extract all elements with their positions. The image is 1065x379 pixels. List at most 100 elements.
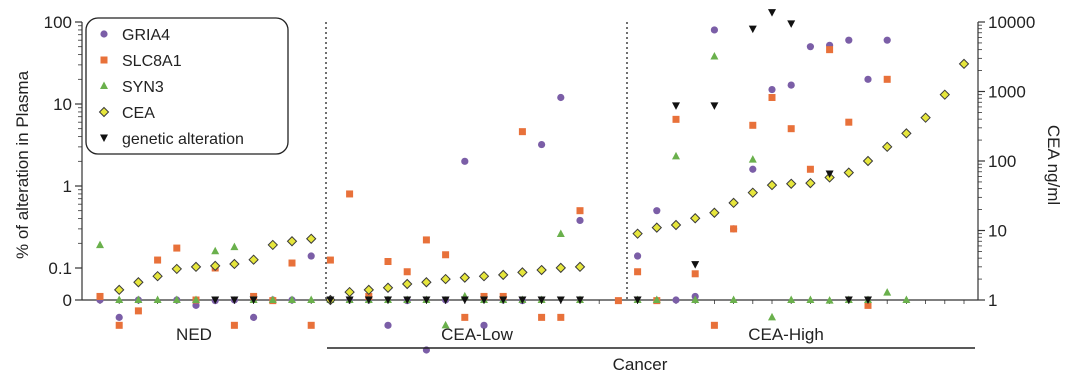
cea-point <box>747 187 759 198</box>
genetic-alteration-point <box>345 296 354 304</box>
genetic-alteration-point <box>249 296 258 304</box>
slc8a1-point <box>576 207 584 215</box>
plot-grid <box>325 22 628 300</box>
genetic-alteration-point <box>326 296 335 304</box>
cea-point <box>901 128 912 139</box>
slc8a1-point <box>864 301 872 309</box>
syn3-point <box>556 229 565 237</box>
left-axis-ticks: 0 0.1 1 10 100 <box>44 13 82 310</box>
syn3-point <box>134 295 143 303</box>
slc8a1-point <box>883 75 891 83</box>
genetic-alteration-point <box>422 296 431 304</box>
syn3-point <box>96 240 104 249</box>
slc8a1-point <box>768 94 776 102</box>
cea-point <box>382 282 394 293</box>
legend-box <box>85 17 289 155</box>
syn3-point <box>672 151 680 160</box>
cea-point <box>958 58 970 70</box>
cea-point <box>171 263 183 275</box>
y-left-tick-label: 0.1 <box>48 259 72 278</box>
slc8a1-point <box>115 321 123 329</box>
genetic-alteration-point <box>480 296 488 304</box>
cea-point <box>843 167 855 178</box>
gria4-point <box>653 207 661 215</box>
genetic-alteration-point <box>518 296 527 304</box>
cea-point <box>651 222 663 233</box>
cea-point <box>229 258 240 270</box>
genetic-alteration-point <box>825 170 834 179</box>
syn3-point <box>729 295 738 303</box>
gria4-point <box>864 75 872 83</box>
slc8a1-point <box>518 128 526 136</box>
slc8a1-point <box>288 259 296 267</box>
legend-label-gria4: GRIA4 <box>122 27 170 44</box>
syn3-point <box>691 295 700 303</box>
genetic-alteration-point <box>537 296 546 304</box>
slc8a1-point <box>346 190 354 198</box>
syn3-point <box>172 295 181 303</box>
slc8a1-point <box>307 321 315 329</box>
y-axis-right-label: CEA ng/ml <box>1044 125 1063 205</box>
cea-point <box>709 207 720 218</box>
slc8a1-point <box>326 256 334 264</box>
genetic-alteration-point <box>441 296 450 304</box>
slc8a1-point <box>230 321 238 329</box>
gria4-point <box>768 85 776 94</box>
slc8a1-point <box>96 292 104 300</box>
legend-marker-gria4 <box>100 30 108 38</box>
slc8a1-point <box>538 313 546 321</box>
syn3-point <box>192 295 200 303</box>
syn3-point <box>153 295 162 303</box>
slc8a1-point <box>557 313 565 321</box>
genetic-alteration-point <box>768 9 776 17</box>
cea-point <box>632 228 643 239</box>
syn3-point <box>211 246 220 255</box>
cea-point <box>478 270 490 282</box>
y-right-tick-label: 10000 <box>988 13 1035 32</box>
legend: GRIA4 SLC8A1 SYN3 CEA genetic alteration <box>85 17 289 155</box>
genetic-alteration-point <box>710 102 719 110</box>
legend-marker-genetic-alteration <box>100 134 108 142</box>
group-label-cea-low: CEA-Low <box>441 325 514 344</box>
group-label-cea-high: CEA-High <box>748 325 824 344</box>
syn3-point <box>768 312 776 321</box>
y-right-tick-label: 10 <box>988 222 1007 241</box>
gria4-point <box>710 26 719 34</box>
cea-point <box>574 261 586 273</box>
cea-point <box>862 155 874 167</box>
cea-point <box>363 284 375 296</box>
slc8a1-point <box>154 256 162 264</box>
legend-marker-syn3 <box>100 81 108 89</box>
gria4-point <box>461 157 469 165</box>
cea-point <box>939 89 951 100</box>
y-left-tick-label: 10 <box>53 95 72 114</box>
genetic-alteration-point <box>787 20 796 28</box>
cea-point <box>190 261 202 273</box>
legend-marker-slc8a1 <box>100 56 108 64</box>
syn3-point <box>268 295 277 303</box>
cea-point <box>286 236 298 247</box>
genetic-alteration-point <box>211 296 220 304</box>
genetic-alteration-point <box>672 102 680 110</box>
syn3-point <box>115 295 124 303</box>
cea-point <box>344 286 355 298</box>
cea-point <box>209 260 221 272</box>
slc8a1-point <box>442 251 450 259</box>
cea-point <box>517 267 528 278</box>
gria4-point <box>307 252 315 260</box>
gria4-point <box>883 36 891 44</box>
y-right-tick-label: 1000 <box>988 83 1026 102</box>
slc8a1-point <box>710 321 718 329</box>
gria4-point <box>538 140 546 149</box>
slc8a1-point <box>634 268 642 276</box>
syn3-point <box>825 296 834 304</box>
syn3-point <box>902 295 911 303</box>
slc8a1-point <box>691 270 699 278</box>
genetic-alteration-point <box>864 296 872 304</box>
genetic-alteration-point <box>499 296 508 304</box>
y-axis-left-label: % of alteration in Plasma <box>13 70 32 259</box>
legend-marker-cea <box>98 106 110 118</box>
cea-point <box>459 272 471 283</box>
genetic-alteration-point <box>556 296 565 304</box>
